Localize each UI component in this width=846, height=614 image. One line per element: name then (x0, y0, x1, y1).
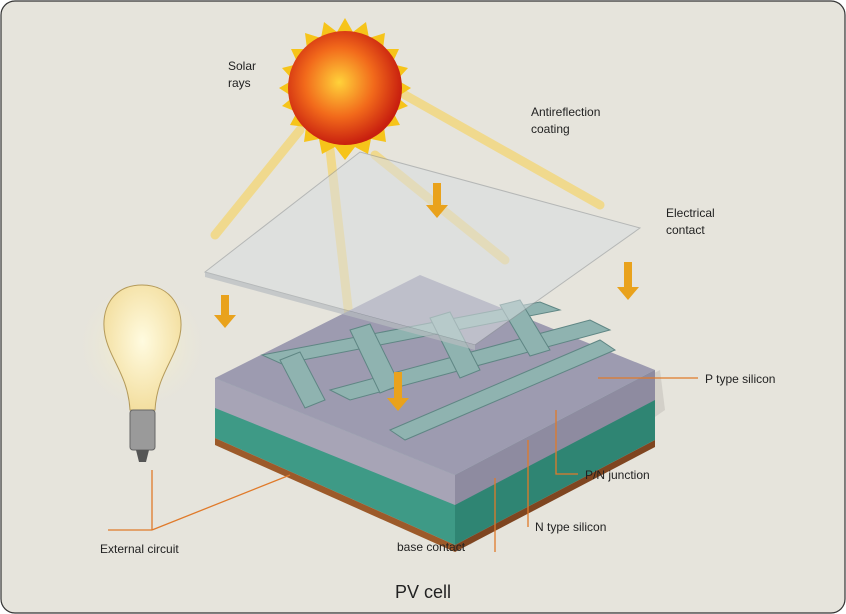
diagram: Solar rays Antireflection coating Electrical… (0, 0, 846, 614)
label: coating (531, 122, 570, 136)
label: External circuit (100, 542, 179, 556)
label: Electrical (666, 206, 715, 220)
label: N type silicon (535, 520, 606, 534)
caption: PV cell (395, 582, 451, 602)
label: Solar (228, 59, 256, 73)
label: P type silicon (705, 372, 775, 386)
label: P/N junction (585, 468, 650, 482)
label: Antireflection (531, 105, 600, 119)
label: contact (666, 223, 705, 237)
label: base contact (397, 540, 466, 554)
label: rays (228, 76, 251, 90)
